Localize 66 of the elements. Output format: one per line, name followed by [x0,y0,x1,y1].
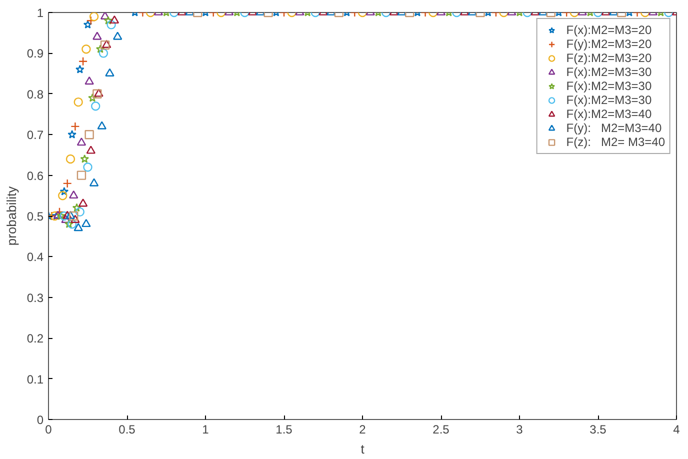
point [58,191,68,200]
point [89,12,99,22]
y-tick-label: 0.9 [26,46,44,61]
x-tick-label: 2 [359,422,366,436]
y-axis-title: probability [4,186,19,246]
point [78,56,88,66]
point [70,122,80,132]
point [69,190,78,199]
point [91,102,100,111]
point [82,218,91,228]
point [72,203,82,212]
point [64,220,74,228]
x-tick-label: 3 [516,422,524,436]
point [68,130,76,138]
point [62,210,72,219]
x-tick-label: 1 [202,422,210,436]
legend-label: F(x):M2=M3=30 [566,93,652,107]
y-tick-label: 0.4 [26,250,44,264]
point [88,93,97,102]
x-tick-label: 4 [673,422,680,436]
y-tick-label: 0.5 [26,210,44,224]
legend-label: F(y): M2=M3=40 [566,121,662,135]
point [66,154,76,164]
point [76,138,86,146]
y-tick-label: 0 [36,413,44,427]
legend-label: F(x):M2=M3=30 [566,79,652,93]
point [67,220,77,229]
point [74,97,83,107]
y-tick-label: 0.6 [26,168,44,183]
point [60,186,69,196]
y-tick-label: 0.7 [26,128,44,142]
legend-label: F(z): M2= M3=40 [566,135,665,149]
legend-label: F(y):M2=M3=20 [566,37,652,51]
point [69,211,78,221]
x-tick-label: 2.5 [432,422,450,436]
point [60,211,69,221]
y-tick-label: 0.2 [26,332,44,346]
y-tick-label: 0.8 [26,87,44,102]
point [82,44,91,54]
legend-label: F(x):M2=M3=20 [566,23,652,37]
x-tick-label: 0.5 [118,422,136,436]
point [56,211,66,220]
y-tick-label: 1 [36,6,44,20]
y-tick-label: 0.3 [26,290,44,305]
point [48,211,56,221]
x-tick-label: 1.5 [276,422,293,436]
point [98,48,108,58]
x-tick-label: 3.5 [590,422,607,436]
legend-label: F(x):M2=M3=30 [566,65,652,79]
point [76,170,86,180]
point [62,178,72,188]
point [75,207,84,217]
point [74,222,83,232]
point [89,178,99,186]
point [80,154,90,163]
point [86,146,96,154]
point [70,214,80,223]
point [83,162,92,172]
y-tick-label: 0.1 [26,372,44,386]
point [66,210,76,219]
point [78,198,88,207]
point [84,130,94,140]
x-axis-title: t [360,442,365,456]
legend-label: F(z):M2=M3=20 [566,51,652,65]
legend-label: F(x):M2=M3=40 [566,107,652,121]
x-tick-label: 0 [45,422,52,436]
